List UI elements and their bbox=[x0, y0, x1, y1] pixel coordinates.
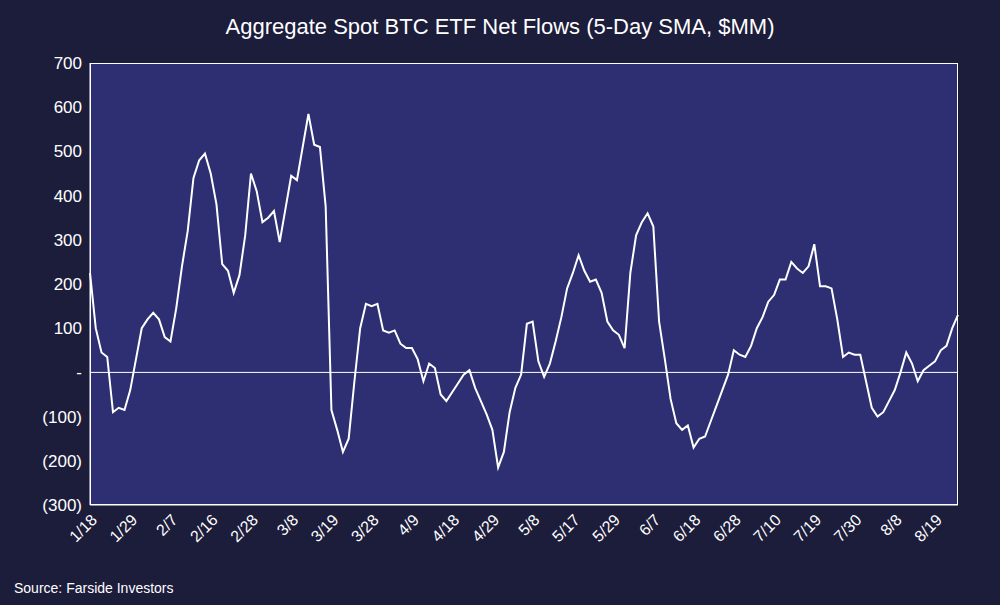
svg-text:700: 700 bbox=[54, 54, 82, 73]
svg-text:4/9: 4/9 bbox=[394, 511, 422, 539]
svg-text:2/16: 2/16 bbox=[187, 511, 221, 545]
svg-text:2/7: 2/7 bbox=[153, 511, 181, 539]
svg-text:200: 200 bbox=[54, 275, 82, 294]
svg-text:5/8: 5/8 bbox=[515, 511, 543, 539]
svg-text:6/28: 6/28 bbox=[710, 511, 744, 545]
svg-text:4/29: 4/29 bbox=[468, 511, 502, 545]
svg-text:6/18: 6/18 bbox=[670, 511, 704, 545]
html-text:Source: Farside Investors: Source: Farside Investors bbox=[14, 580, 174, 596]
svg-text:3/8: 3/8 bbox=[274, 511, 302, 539]
svg-text:1/18: 1/18 bbox=[66, 511, 100, 545]
svg-text:500: 500 bbox=[54, 142, 82, 161]
svg-text:7/19: 7/19 bbox=[790, 511, 824, 545]
svg-text:6/7: 6/7 bbox=[636, 511, 664, 539]
svg-text:8/19: 8/19 bbox=[911, 511, 945, 545]
svg-text:300: 300 bbox=[54, 231, 82, 250]
svg-text:-: - bbox=[76, 363, 82, 382]
svg-text:8/8: 8/8 bbox=[877, 511, 905, 539]
html-text:Aggregate Spot BTC ETF Net Flo: Aggregate Spot BTC ETF Net Flows (5-Day … bbox=[225, 14, 775, 39]
svg-text:400: 400 bbox=[54, 187, 82, 206]
svg-text:4/18: 4/18 bbox=[428, 511, 462, 545]
svg-text:600: 600 bbox=[54, 98, 82, 117]
svg-text:7/30: 7/30 bbox=[831, 511, 865, 545]
svg-text:3/28: 3/28 bbox=[348, 511, 382, 545]
svg-text:1/29: 1/29 bbox=[106, 511, 140, 545]
svg-text:(100): (100) bbox=[42, 408, 82, 427]
svg-text:2/28: 2/28 bbox=[227, 511, 261, 545]
svg-text:(300): (300) bbox=[42, 496, 82, 515]
svg-text:5/29: 5/29 bbox=[589, 511, 623, 545]
svg-text:7/10: 7/10 bbox=[750, 511, 784, 545]
svg-text:3/19: 3/19 bbox=[308, 511, 342, 545]
svg-text:(200): (200) bbox=[42, 452, 82, 471]
svg-text:100: 100 bbox=[54, 319, 82, 338]
svg-text:5/17: 5/17 bbox=[549, 511, 583, 545]
